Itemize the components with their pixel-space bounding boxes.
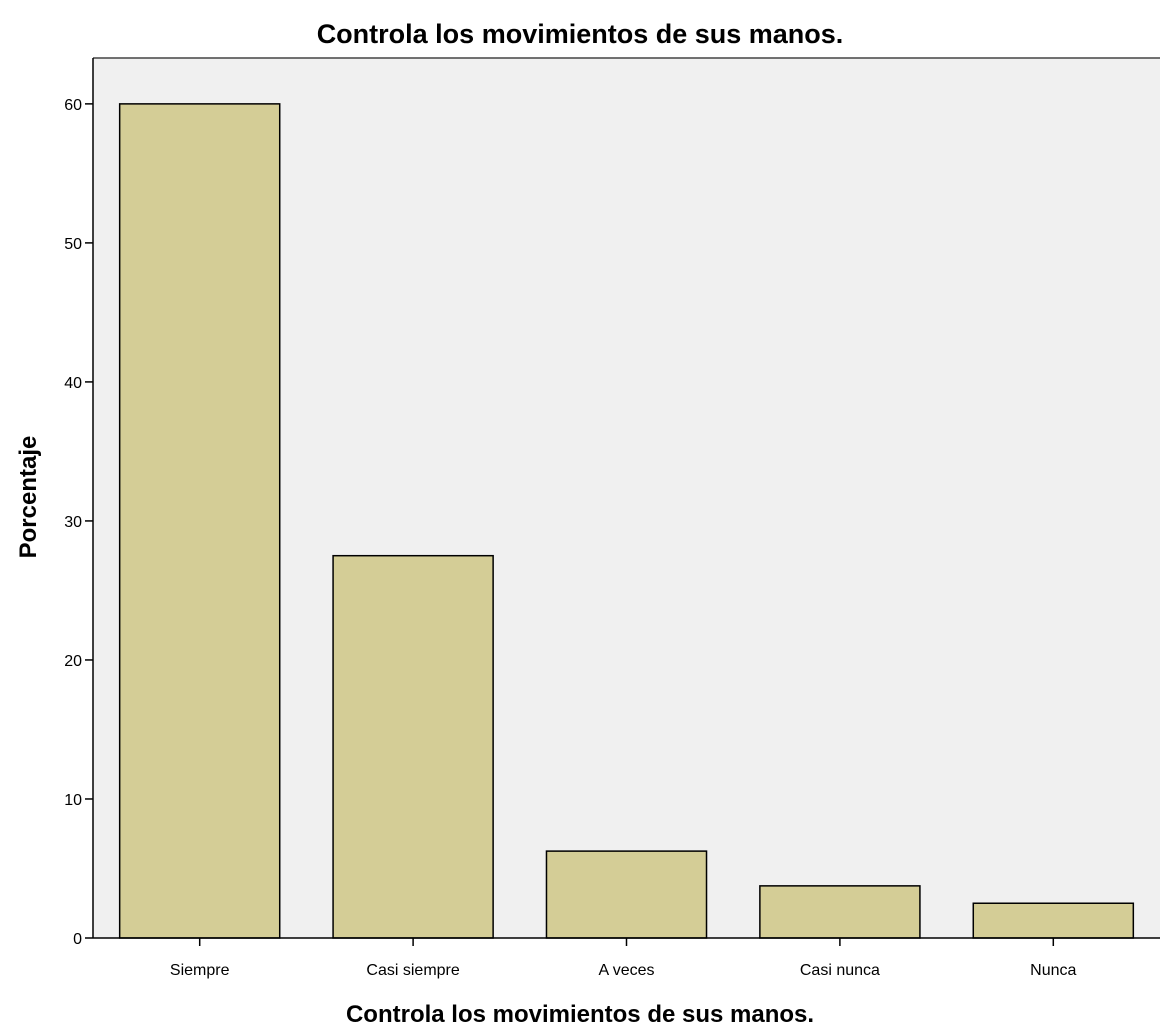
bar-nunca bbox=[972, 902, 1135, 939]
bar-siempre bbox=[118, 103, 281, 939]
chart-title: Controla los movimientos de sus manos. bbox=[317, 19, 844, 49]
x-tick-label: A veces bbox=[598, 962, 654, 979]
bar-a-veces bbox=[545, 850, 708, 939]
y-tick-label: 30 bbox=[64, 514, 82, 531]
x-tick-label: Nunca bbox=[1030, 962, 1076, 979]
y-tick-label: 60 bbox=[64, 97, 82, 114]
x-tick-label: Casi nunca bbox=[800, 962, 880, 979]
plot-area: Siempre Casi siempre A veces Casi nunca Nunc… bbox=[64, 57, 1160, 979]
y-tick-label: 0 bbox=[73, 931, 82, 948]
y-tick-label: 50 bbox=[64, 236, 82, 253]
x-axis-title: Controla los movimientos de sus manos. bbox=[346, 1001, 814, 1028]
x-tick-label: Siempre bbox=[170, 962, 230, 979]
y-tick-label: 20 bbox=[64, 653, 82, 670]
x-tick-label: Casi siempre bbox=[366, 962, 459, 979]
bar-casi-siempre bbox=[332, 554, 494, 939]
y-axis-title: Porcentaje bbox=[15, 436, 42, 559]
bar-casi-nunca bbox=[759, 885, 921, 939]
y-tick-label: 40 bbox=[64, 375, 82, 392]
y-tick-label: 10 bbox=[64, 792, 82, 809]
